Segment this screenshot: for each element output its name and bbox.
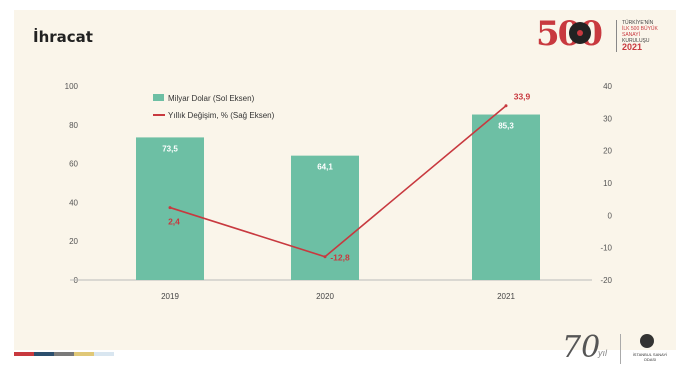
logo-divider [616, 20, 617, 52]
right-tick-label: -10 [600, 244, 612, 253]
left-tick-label: 60 [69, 160, 78, 169]
left-tick-label: 40 [69, 198, 78, 207]
right-tick-label: 20 [603, 147, 612, 156]
color-stripe [94, 352, 114, 356]
line-value-label: 2,4 [168, 217, 180, 227]
right-tick-label: -20 [600, 276, 612, 285]
logo-year: 2021 [622, 42, 643, 52]
line-value-label: -12,8 [330, 253, 350, 263]
logo-line: KURULUŞU [622, 38, 650, 44]
legend-bar-label: Milyar Dolar (Sol Eksen) [168, 94, 255, 103]
line-point [323, 255, 327, 259]
logo-caption: TÜRKİYE'NİN İLK 500 BÜYÜK SANAYİ KURULUŞ… [622, 20, 676, 44]
logo-org: İSTANBUL SANAYİ ODASI [632, 352, 668, 362]
left-tick-label: 20 [69, 237, 78, 246]
line-labels: 2,4 -12,8 33,9 [168, 92, 530, 263]
bar-value-label: 73,5 [162, 144, 178, 153]
iso-emblem-icon [640, 334, 654, 348]
left-axis: 020406080100 [65, 82, 79, 285]
logo-line: İLK 500 BÜYÜK SANAYİ [622, 26, 658, 38]
right-tick-label: 10 [603, 179, 612, 188]
bar-labels: 73,5 64,1 85,3 [162, 122, 514, 172]
right-tick-label: 40 [603, 82, 612, 91]
line-point [168, 206, 172, 210]
line-value-label: 33,9 [514, 92, 531, 102]
logo-yil: yıl [598, 348, 607, 358]
color-stripe [14, 352, 34, 356]
color-stripe [54, 352, 74, 356]
logo-line: TÜRKİYE'NİN [622, 20, 654, 26]
bar-value-label: 85,3 [498, 122, 514, 131]
legend: Milyar Dolar (Sol Eksen) Yıllık Değişim,… [153, 94, 275, 120]
legend-bar-swatch [153, 94, 164, 101]
bar [291, 155, 359, 280]
ilk-500-logo: 500 TÜRKİYE'NİN İLK 500 BÜYÜK SANAYİ KUR… [536, 14, 676, 58]
x-tick-label: 2021 [497, 292, 515, 301]
70-yil-logo: 70 yıl İSTANBUL SANAYİ ODASI [562, 330, 672, 370]
x-tick-label: 2020 [316, 292, 334, 301]
right-tick-label: 0 [608, 211, 613, 220]
bar [472, 114, 540, 280]
right-axis: -20 -10 0 10 20 30 40 [600, 82, 612, 285]
logo-70: 70 [562, 330, 601, 365]
bar-series [136, 114, 540, 280]
right-tick-label: 30 [603, 114, 612, 123]
bar-value-label: 64,1 [317, 163, 333, 172]
left-tick-label: 80 [69, 121, 78, 130]
x-tick-label: 2019 [161, 292, 179, 301]
color-stripe [34, 352, 54, 356]
logo-divider [620, 334, 621, 364]
color-stripe [74, 352, 94, 356]
legend-line-label: Yıllık Değişim, % (Sağ Eksen) [168, 111, 275, 120]
gear-icon [569, 22, 591, 44]
x-tick-labels: 2019 2020 2021 [161, 292, 515, 301]
page-title: İhracat [33, 28, 93, 46]
line-point [504, 104, 508, 108]
left-tick-label: 100 [65, 82, 79, 91]
color-stripes [14, 352, 134, 356]
line-series [168, 104, 508, 259]
